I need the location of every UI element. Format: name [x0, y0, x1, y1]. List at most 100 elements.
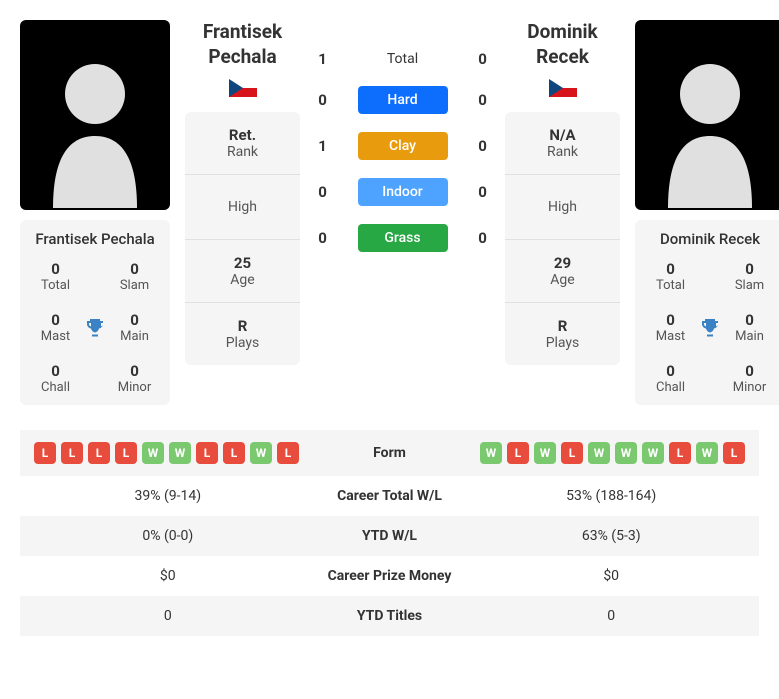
player2-plays: R Plays — [505, 303, 620, 365]
player1-ytd-wl: 0% (0-0) — [20, 516, 316, 556]
player2-minor-titles: 0 Minor — [722, 362, 777, 395]
prize-row: $0 Career Prize Money $0 — [20, 556, 759, 596]
h2h-total-p2: 0 — [475, 50, 490, 68]
player1-titles-card: Frantisek Pechala 0 Total 0 Slam 0 Mast — [20, 220, 170, 405]
form-row: LLLLWWLLWL Form WLWLWWWLWL — [20, 430, 759, 476]
form-loss-chip[interactable]: L — [669, 442, 691, 464]
player1-plays: R Plays — [185, 303, 300, 365]
player2-main-titles: 0 Main — [722, 311, 777, 344]
form-win-chip[interactable]: W — [142, 442, 164, 464]
form-win-chip[interactable]: W — [588, 442, 610, 464]
player1-name-label: Frantisek Pechala — [28, 230, 162, 248]
h2h-hard-chip[interactable]: Hard — [358, 86, 448, 114]
form-loss-chip[interactable]: L — [277, 442, 299, 464]
comparison-table: LLLLWWLLWL Form WLWLWWWLWL 39% (9-14) Ca… — [20, 430, 759, 636]
form-loss-chip[interactable]: L — [507, 442, 529, 464]
h2h-grass-row: 0 Grass 0 — [315, 224, 490, 252]
player2-titles-card: Dominik Recek 0 Total 0 Slam 0 Mast — [635, 220, 779, 405]
player2-silhouette-icon — [650, 50, 770, 210]
h2h-clay-p1: 1 — [315, 137, 330, 155]
h2h-hard-p1: 0 — [315, 91, 330, 109]
top-section: Frantisek Pechala 0 Total 0 Slam 0 Mast — [20, 20, 759, 405]
form-win-chip[interactable]: W — [615, 442, 637, 464]
player2-slam-titles: 0 Slam — [722, 260, 777, 293]
form-loss-chip[interactable]: L — [223, 442, 245, 464]
form-win-chip[interactable]: W — [696, 442, 718, 464]
h2h-clay-chip[interactable]: Clay — [358, 132, 448, 160]
form-win-chip[interactable]: W — [169, 442, 191, 464]
form-loss-chip[interactable]: L — [88, 442, 110, 464]
player1-age: 25 Age — [185, 240, 300, 303]
player1-silhouette-icon — [35, 50, 155, 210]
player2-name-label: Dominik Recek — [643, 230, 777, 248]
h2h-grass-chip[interactable]: Grass — [358, 224, 448, 252]
form-loss-chip[interactable]: L — [34, 442, 56, 464]
player2-chall-titles: 0 Chall — [643, 362, 698, 395]
h2h-indoor-p1: 0 — [315, 183, 330, 201]
h2h-total-row: 1 Total 0 — [315, 50, 490, 68]
player2-stats-card: N/A Rank High 29 Age R Plays — [505, 112, 620, 365]
player2-prize: $0 — [463, 556, 759, 596]
player1-slam-titles: 0 Slam — [107, 260, 162, 293]
h2h-clay-p2: 0 — [475, 137, 490, 155]
form-loss-chip[interactable]: L — [723, 442, 745, 464]
form-loss-chip[interactable]: L — [196, 442, 218, 464]
h2h-total-label: Total — [358, 51, 448, 67]
player1-minor-titles: 0 Minor — [107, 362, 162, 395]
player1-column: Frantisek Pechala 0 Total 0 Slam 0 Mast — [20, 20, 170, 405]
player2-age: 29 Age — [505, 240, 620, 303]
player2-high: High — [505, 175, 620, 240]
player2-total-titles: 0 Total — [643, 260, 698, 293]
player2-title[interactable]: Dominik Recek — [505, 20, 620, 69]
player1-main-titles: 0 Main — [107, 311, 162, 344]
form-win-chip[interactable]: W — [250, 442, 272, 464]
ytd-wl-label: YTD W/L — [316, 516, 464, 556]
h2h-column: 1 Total 0 0 Hard 0 1 Clay 0 0 Indoor 0 0… — [315, 20, 490, 405]
player1-high: High — [185, 175, 300, 240]
h2h-grass-p1: 0 — [315, 229, 330, 247]
ytd-wl-row: 0% (0-0) YTD W/L 63% (5-3) — [20, 516, 759, 556]
form-loss-chip[interactable]: L — [561, 442, 583, 464]
h2h-indoor-row: 0 Indoor 0 — [315, 178, 490, 206]
player1-prize: $0 — [20, 556, 316, 596]
player2-ytd-titles: 0 — [463, 596, 759, 636]
player1-mast-titles: 0 Mast — [28, 311, 83, 344]
career-wl-label: Career Total W/L — [316, 476, 464, 516]
player2-ytd-wl: 63% (5-3) — [463, 516, 759, 556]
form-loss-chip[interactable]: L — [61, 442, 83, 464]
player2-career-wl: 53% (188-164) — [463, 476, 759, 516]
player1-career-wl: 39% (9-14) — [20, 476, 316, 516]
form-win-chip[interactable]: W — [534, 442, 556, 464]
player2-mast-titles: 0 Mast — [643, 311, 698, 344]
trophy-icon — [83, 316, 107, 340]
player1-rank: Ret. Rank — [185, 112, 300, 175]
h2h-indoor-chip[interactable]: Indoor — [358, 178, 448, 206]
ytd-titles-row: 0 YTD Titles 0 — [20, 596, 759, 636]
player1-stats-card: Ret. Rank High 25 Age R Plays — [185, 112, 300, 365]
player2-form: WLWLWWWLWL — [471, 442, 751, 464]
player2-flag-icon — [549, 79, 577, 97]
player1-form: LLLLWWLLWL — [28, 442, 308, 464]
player1-title[interactable]: Frantisek Pechala — [185, 20, 300, 69]
career-wl-row: 39% (9-14) Career Total W/L 53% (188-164… — [20, 476, 759, 516]
player1-chall-titles: 0 Chall — [28, 362, 83, 395]
h2h-total-p1: 1 — [315, 50, 330, 68]
player1-ytd-titles: 0 — [20, 596, 316, 636]
player1-photo[interactable] — [20, 20, 170, 210]
player1-header-column: Frantisek Pechala Ret. Rank High 25 Age … — [185, 20, 300, 405]
h2h-clay-row: 1 Clay 0 — [315, 132, 490, 160]
form-win-chip[interactable]: W — [642, 442, 664, 464]
player2-header-column: Dominik Recek N/A Rank High 29 Age R Pl — [505, 20, 620, 405]
h2h-hard-p2: 0 — [475, 91, 490, 109]
player1-total-titles: 0 Total — [28, 260, 83, 293]
form-loss-chip[interactable]: L — [115, 442, 137, 464]
h2h-grass-p2: 0 — [475, 229, 490, 247]
form-win-chip[interactable]: W — [480, 442, 502, 464]
player2-column: Dominik Recek 0 Total 0 Slam 0 Mast — [635, 20, 779, 405]
player2-photo[interactable] — [635, 20, 779, 210]
prize-label: Career Prize Money — [316, 556, 464, 596]
player1-flag-icon — [229, 79, 257, 97]
h2h-hard-row: 0 Hard 0 — [315, 86, 490, 114]
ytd-titles-label: YTD Titles — [316, 596, 464, 636]
h2h-indoor-p2: 0 — [475, 183, 490, 201]
